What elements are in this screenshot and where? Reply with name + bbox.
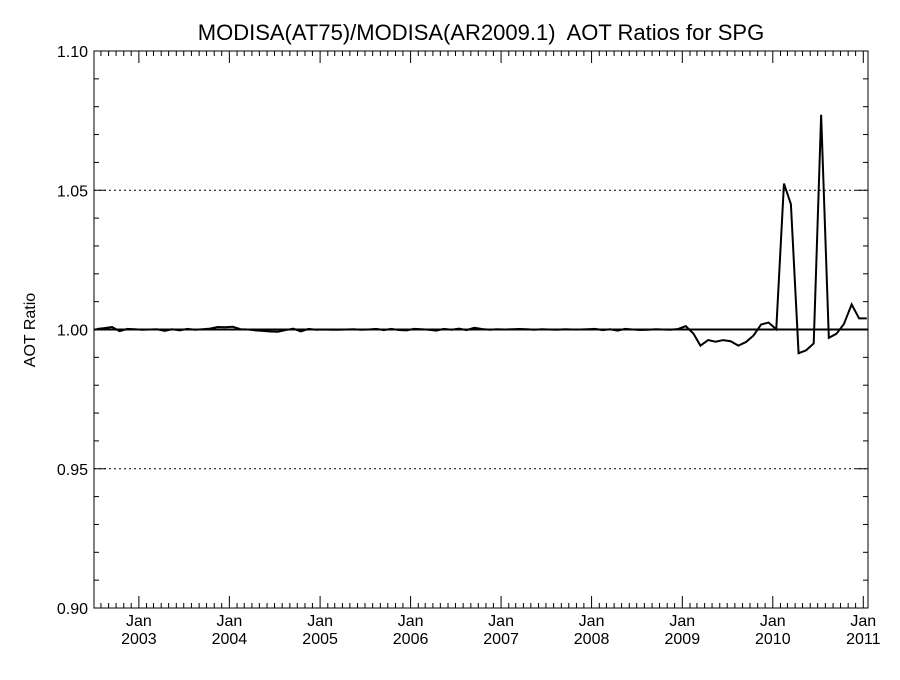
gridlines: [94, 189, 868, 470]
y-tick-label: 0.90: [57, 601, 88, 618]
x-tick-month-label: Jan: [307, 613, 333, 630]
x-tick-year-label: 2009: [665, 631, 701, 648]
x-tick-year-label: 2005: [302, 631, 338, 648]
y-tick-label: 1.10: [57, 44, 88, 61]
y-tick-label: 1.05: [57, 183, 88, 200]
x-axis: Jan2003Jan2004Jan2005Jan2006Jan2007Jan20…: [100, 51, 881, 648]
x-tick-month-label: Jan: [488, 613, 514, 630]
x-tick-month-label: Jan: [850, 613, 876, 630]
series-line-aot-ratio: [96, 114, 867, 355]
x-tick-month-label: Jan: [216, 613, 242, 630]
x-tick-year-label: 2010: [755, 631, 791, 648]
chart-title: MODISA(AT75)/MODISA(AR2009.1) AOT Ratios…: [198, 20, 764, 45]
x-tick-year-label: 2003: [121, 631, 157, 648]
x-tick-year-label: 2007: [483, 631, 519, 648]
x-tick-month-label: Jan: [126, 613, 152, 630]
x-tick-year-label: 2011: [846, 631, 881, 648]
x-tick-month-label: Jan: [398, 613, 424, 630]
x-tick-year-label: 2008: [574, 631, 610, 648]
y-axis-title: AOT Ratio: [22, 293, 39, 368]
y-tick-label: 1.00: [57, 323, 88, 340]
x-tick-year-label: 2004: [212, 631, 248, 648]
x-tick-month-label: Jan: [669, 613, 695, 630]
x-tick-year-label: 2006: [393, 631, 429, 648]
x-tick-month-label: Jan: [760, 613, 786, 630]
x-tick-month-label: Jan: [579, 613, 605, 630]
y-axis: 0.90 0.95 1.00 1.05 1.10: [57, 44, 868, 618]
y-tick-label: 0.95: [57, 462, 88, 479]
